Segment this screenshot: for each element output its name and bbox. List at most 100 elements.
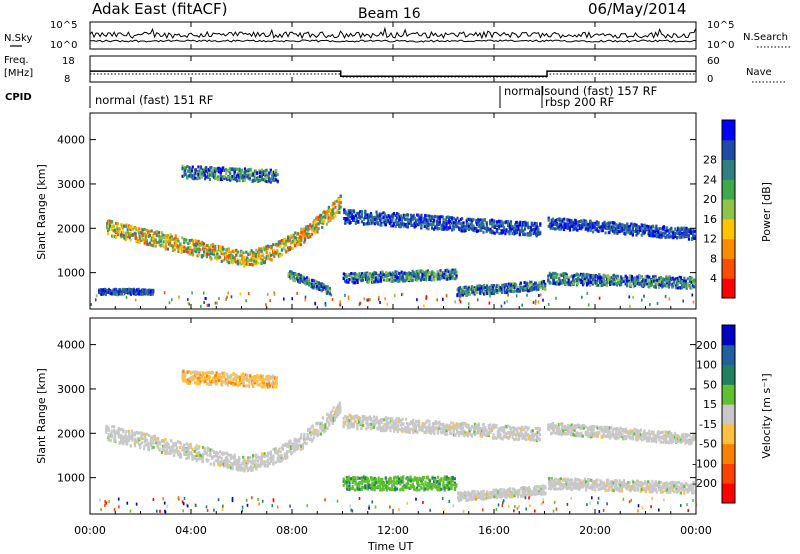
echo-cell [202,371,205,375]
echo-cell [219,450,222,454]
echo-cell [290,446,293,450]
echo-cell [395,276,398,280]
echo-cell [228,261,231,265]
echo-cell [254,465,257,468]
echo-cell [206,168,209,172]
echo-cell [116,224,119,228]
echo-cell [692,231,695,235]
echo-cell [192,378,195,382]
echo-cell [364,210,367,214]
echo-cell [547,278,550,282]
echo-cell [116,291,120,295]
power-echoes [90,164,696,308]
echo-cell [198,382,201,386]
echo-cell [671,282,674,286]
echo-cell [193,455,197,458]
echo-cell [569,275,572,279]
echo-cell [683,276,686,280]
echo-cell [657,285,661,289]
freq-unit: [MHz] [4,68,33,79]
echo-cell [323,426,326,430]
echo-cell [181,164,184,168]
echo-cell [364,222,367,226]
echo-cell [278,459,281,463]
clutter-cell [339,300,341,304]
echo-cell [337,406,340,410]
echo-cell [674,284,677,288]
clutter-cell [369,298,371,302]
echo-cell [201,460,205,464]
echo-cell [201,457,205,461]
echo-cell [539,232,542,236]
echo-cell [262,178,265,182]
echo-cell [119,288,122,292]
echo-cell [394,220,397,224]
echo-cell [493,231,496,235]
echo-cell [262,173,265,176]
echo-cell [375,276,378,280]
echo-cell [271,171,274,174]
echo-cell [227,247,230,251]
echo-cell [530,287,533,290]
echo-cell [332,207,335,211]
echo-cell [313,229,316,233]
echo-cell [592,230,595,234]
echo-cell [154,238,157,242]
echo-cell [399,225,403,229]
echo-cell [563,281,566,285]
echo-cell [530,280,533,284]
echo-cell [409,219,413,223]
echo-cell [153,240,156,244]
echo-cell [369,272,372,276]
echo-cell [219,178,222,182]
echo-cell [130,224,133,228]
echo-cell [477,287,480,291]
echo-cell [231,168,234,172]
echo-cell [583,280,586,284]
echo-cell [555,275,558,279]
echo-cell [147,235,150,238]
echo-cell [208,252,211,256]
echo-cell [282,246,285,250]
echo-cell [202,244,205,248]
echo-cell [551,217,555,221]
echo-cell [247,174,250,178]
echo-cell [466,217,469,221]
echo-cell [438,217,441,221]
echo-cell [674,277,677,281]
echo-cell [199,453,202,457]
echo-cell [141,441,144,445]
echo-cell [463,225,466,229]
echo-cell [630,279,633,283]
echo-cell [357,212,360,216]
echo-cell [627,227,630,231]
echo-cell [189,248,192,252]
echo-cell [219,170,222,174]
echo-cell [122,428,125,432]
echo-cell [387,273,390,277]
echo-cell [419,278,422,282]
echo-cell [217,166,220,170]
echo-cell [634,279,637,283]
echo-cell [570,274,573,278]
echo-cell [406,213,409,217]
echo-cell [362,278,365,282]
echo-cell [680,286,684,290]
echo-cell [624,282,627,286]
echo-cell [547,224,550,228]
echo-cell [163,449,166,453]
echo-cell [177,450,180,454]
echo-cell [237,464,240,468]
echo-cell [194,171,197,175]
clutter-cell [454,300,456,304]
echo-cell [203,248,206,252]
echo-cell [119,233,122,237]
echo-cell [468,287,471,291]
echo-cell [202,373,205,376]
echo-cell [368,280,371,284]
echo-cell [648,233,651,237]
echo-cell [339,201,342,205]
echo-cell [498,232,501,236]
echo-cell [323,284,326,288]
echo-cell [665,226,669,230]
